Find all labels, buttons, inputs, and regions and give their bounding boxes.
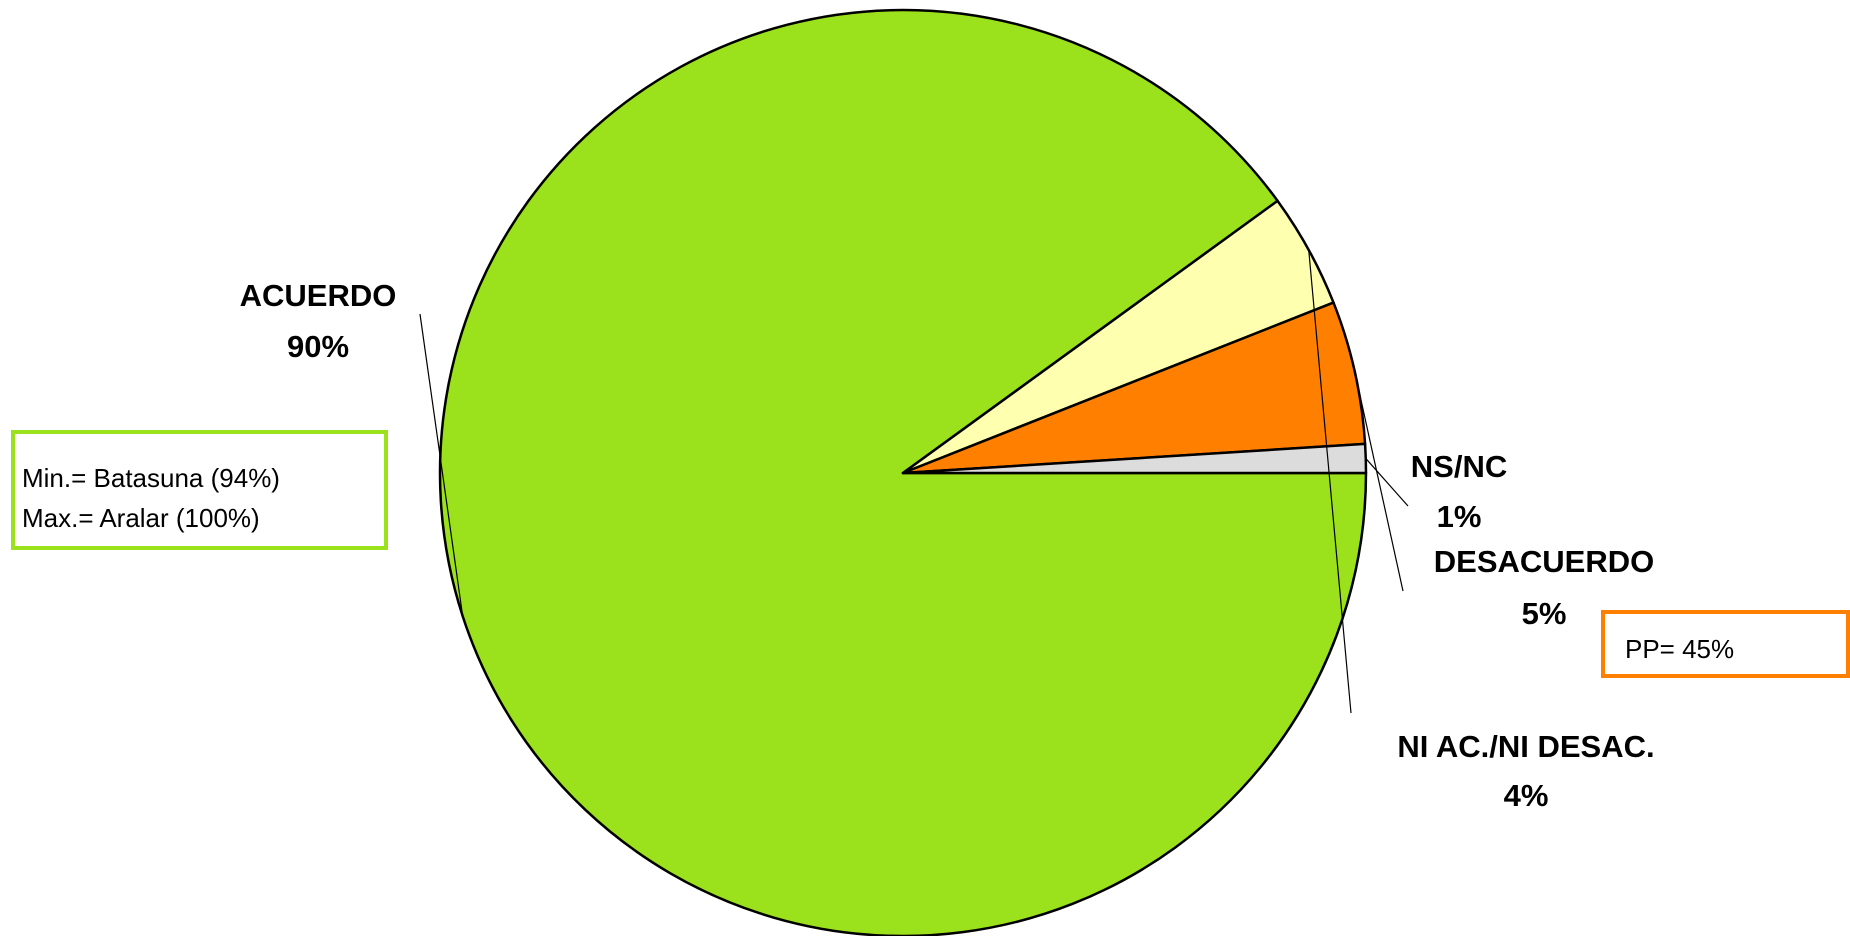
leader-line-ni-ac-ni-desac	[1308, 249, 1352, 714]
label-acuerdo-value: 90%	[287, 329, 349, 364]
annotation-pp-border	[1601, 610, 1850, 678]
slices-layer	[438, 8, 1368, 936]
label-nsnc-name: NS/NC	[1411, 449, 1507, 484]
label-acuerdo-name: ACUERDO	[240, 278, 397, 313]
annotation-pp-line: PP= 45%	[1625, 634, 1734, 664]
annotation-min-max-border	[11, 430, 388, 550]
label-ni-ac-ni-desac-value: 4%	[1504, 778, 1549, 813]
slice-labels: ACUERDO 90% NI AC./NI DESAC. 4% DESACUER…	[240, 278, 1655, 813]
label-desacuerdo-value: 5%	[1522, 596, 1567, 631]
leader-line-acuerdo	[419, 313, 464, 617]
annotation-max-line: Max.= Aralar (100%)	[22, 503, 260, 533]
annotation-pp-box: PP= 45%	[1601, 610, 1850, 678]
leader-lines	[419, 249, 1409, 714]
annotation-min-max-box: Min.= Batasuna (94%) Max.= Aralar (100%)	[11, 430, 388, 550]
leader-line-desacuerdo	[1354, 371, 1404, 592]
annotation-min-line: Min.= Batasuna (94%)	[22, 463, 280, 493]
leader-line-ns-nc	[1365, 458, 1409, 507]
label-nsnc-value: 1%	[1437, 499, 1482, 534]
label-ni-ac-ni-desac-name: NI AC./NI DESAC.	[1397, 729, 1654, 764]
label-desacuerdo-name: DESACUERDO	[1434, 544, 1654, 579]
